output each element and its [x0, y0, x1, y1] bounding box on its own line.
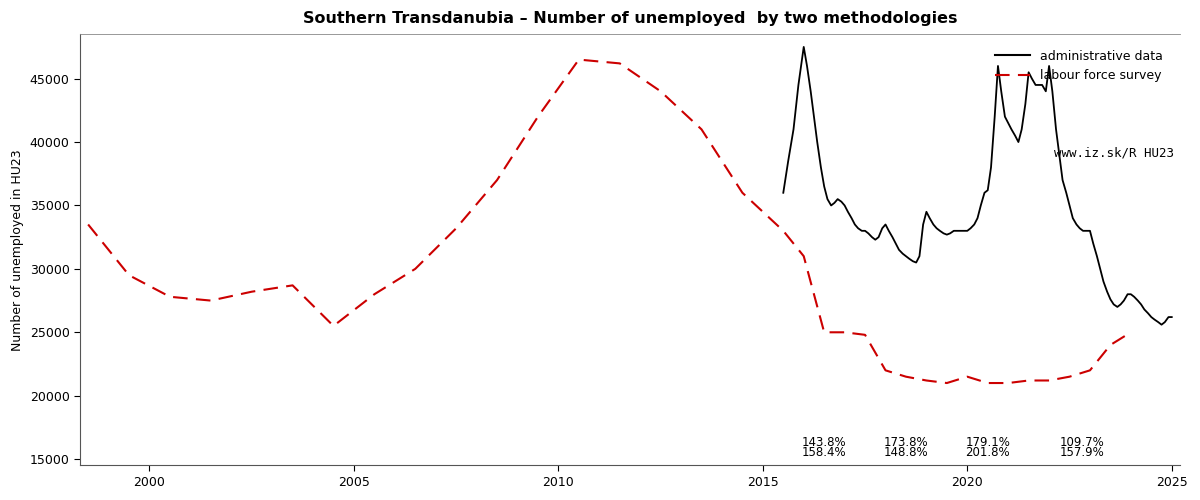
Text: 143.8%: 143.8%	[802, 436, 846, 449]
Legend: administrative data, labour force survey: administrative data, labour force survey	[990, 45, 1168, 87]
Text: 179.1%: 179.1%	[965, 436, 1010, 449]
Text: 201.8%: 201.8%	[966, 446, 1010, 459]
Y-axis label: Number of unemployed in HU23: Number of unemployed in HU23	[11, 149, 24, 350]
Text: www.iz.sk/R HU23: www.iz.sk/R HU23	[1055, 146, 1175, 160]
Text: 157.9%: 157.9%	[1060, 446, 1104, 459]
Text: 148.8%: 148.8%	[883, 446, 929, 459]
Text: 158.4%: 158.4%	[802, 446, 846, 459]
Text: 173.8%: 173.8%	[883, 436, 929, 449]
Text: 109.7%: 109.7%	[1060, 436, 1104, 449]
Title: Southern Transdanubia – Number of unemployed  by two methodologies: Southern Transdanubia – Number of unempl…	[302, 11, 958, 26]
